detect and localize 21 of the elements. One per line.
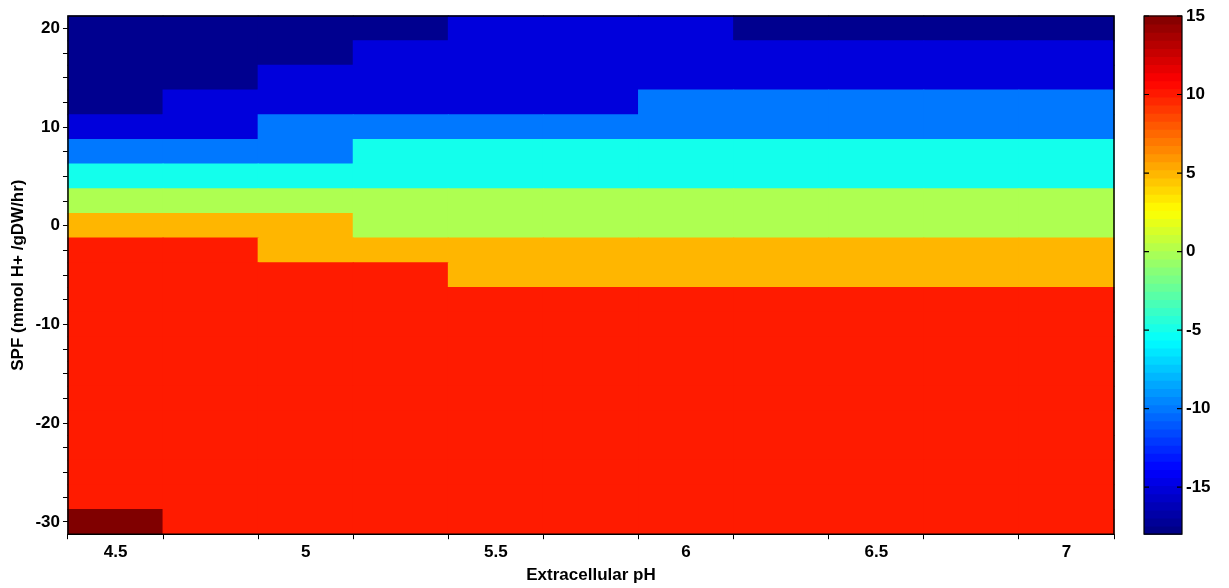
color-bar-label: -5 (1186, 319, 1202, 339)
y-tick-label: 20 (41, 18, 60, 38)
color-bar-label: 0 (1186, 241, 1196, 261)
x-tick-label: 5.5 (484, 542, 508, 562)
y-tick-label: 10 (41, 116, 60, 136)
color-bar-label: -15 (1186, 476, 1211, 496)
y-tick-label: -20 (35, 412, 60, 432)
x-tick-label: 4.5 (103, 542, 128, 562)
y-tick-label: -30 (35, 511, 60, 531)
color-bar-label: 15 (1186, 5, 1205, 25)
y-tick-label: 0 (50, 215, 60, 235)
y-axis-title: SPF (mmol H+ /gDW/hr) (7, 179, 27, 371)
y-tick-label: -10 (35, 314, 60, 334)
color-bar-label: -10 (1186, 398, 1211, 418)
color-bar-label: 5 (1186, 162, 1196, 182)
x-tick-label: 7 (1061, 542, 1072, 562)
x-axis-title: Extracellular pH (526, 565, 656, 585)
x-tick-label: 6 (681, 542, 691, 562)
x-tick-label: 5 (300, 542, 311, 562)
x-tick-label: 6.5 (864, 542, 889, 562)
color-bar-label: 10 (1186, 84, 1205, 104)
